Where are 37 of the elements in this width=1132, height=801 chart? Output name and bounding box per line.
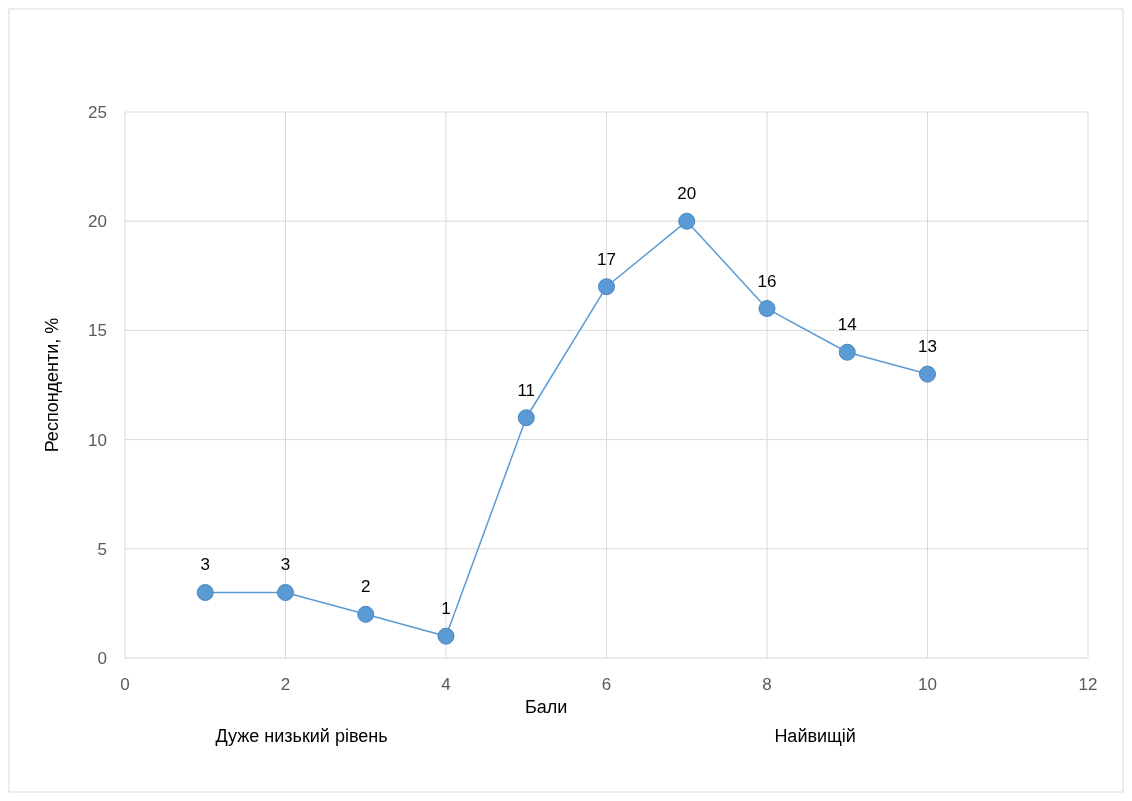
data-label: 13	[918, 337, 937, 357]
point	[357, 605, 375, 623]
y-axis-title: Респонденти, %	[42, 317, 62, 453]
x-tick-label: 6	[601, 675, 612, 694]
y-tick-label: 0	[97, 649, 107, 668]
x-tick-label: 4	[441, 675, 451, 694]
y-tick-label: 20	[88, 212, 107, 232]
point	[678, 212, 696, 230]
x-tick-label: 2	[280, 675, 291, 694]
point	[437, 627, 455, 645]
y-tick-label: 5	[97, 539, 107, 559]
point	[277, 583, 294, 601]
data-label: 3	[280, 555, 291, 575]
data-label: 17	[597, 249, 616, 269]
point	[517, 409, 535, 427]
x-tick-label: 0	[120, 675, 130, 694]
data-label: 11	[517, 380, 536, 400]
x-tick-label: 8	[762, 675, 772, 694]
text: Найвищій	[774, 726, 856, 746]
point	[919, 365, 936, 383]
data-label: 3	[200, 555, 210, 575]
point	[598, 278, 615, 296]
data-label: 1	[441, 599, 451, 619]
point	[758, 300, 776, 318]
point	[838, 343, 856, 361]
data-label: 20	[677, 184, 697, 204]
x-tick-label: 10	[918, 675, 937, 694]
y-tick-label: 15	[88, 321, 107, 341]
y-tick-label: 25	[88, 103, 107, 122]
data-label: 2	[361, 577, 371, 597]
data-label: 16	[757, 271, 777, 291]
x-tick-label: 12	[1078, 675, 1098, 694]
x-axis-title: Бали	[525, 697, 568, 717]
data-label: 14	[837, 315, 857, 335]
point	[196, 583, 214, 601]
text: Дуже низький рівень	[215, 726, 388, 746]
y-tick-label: 10	[88, 430, 107, 450]
